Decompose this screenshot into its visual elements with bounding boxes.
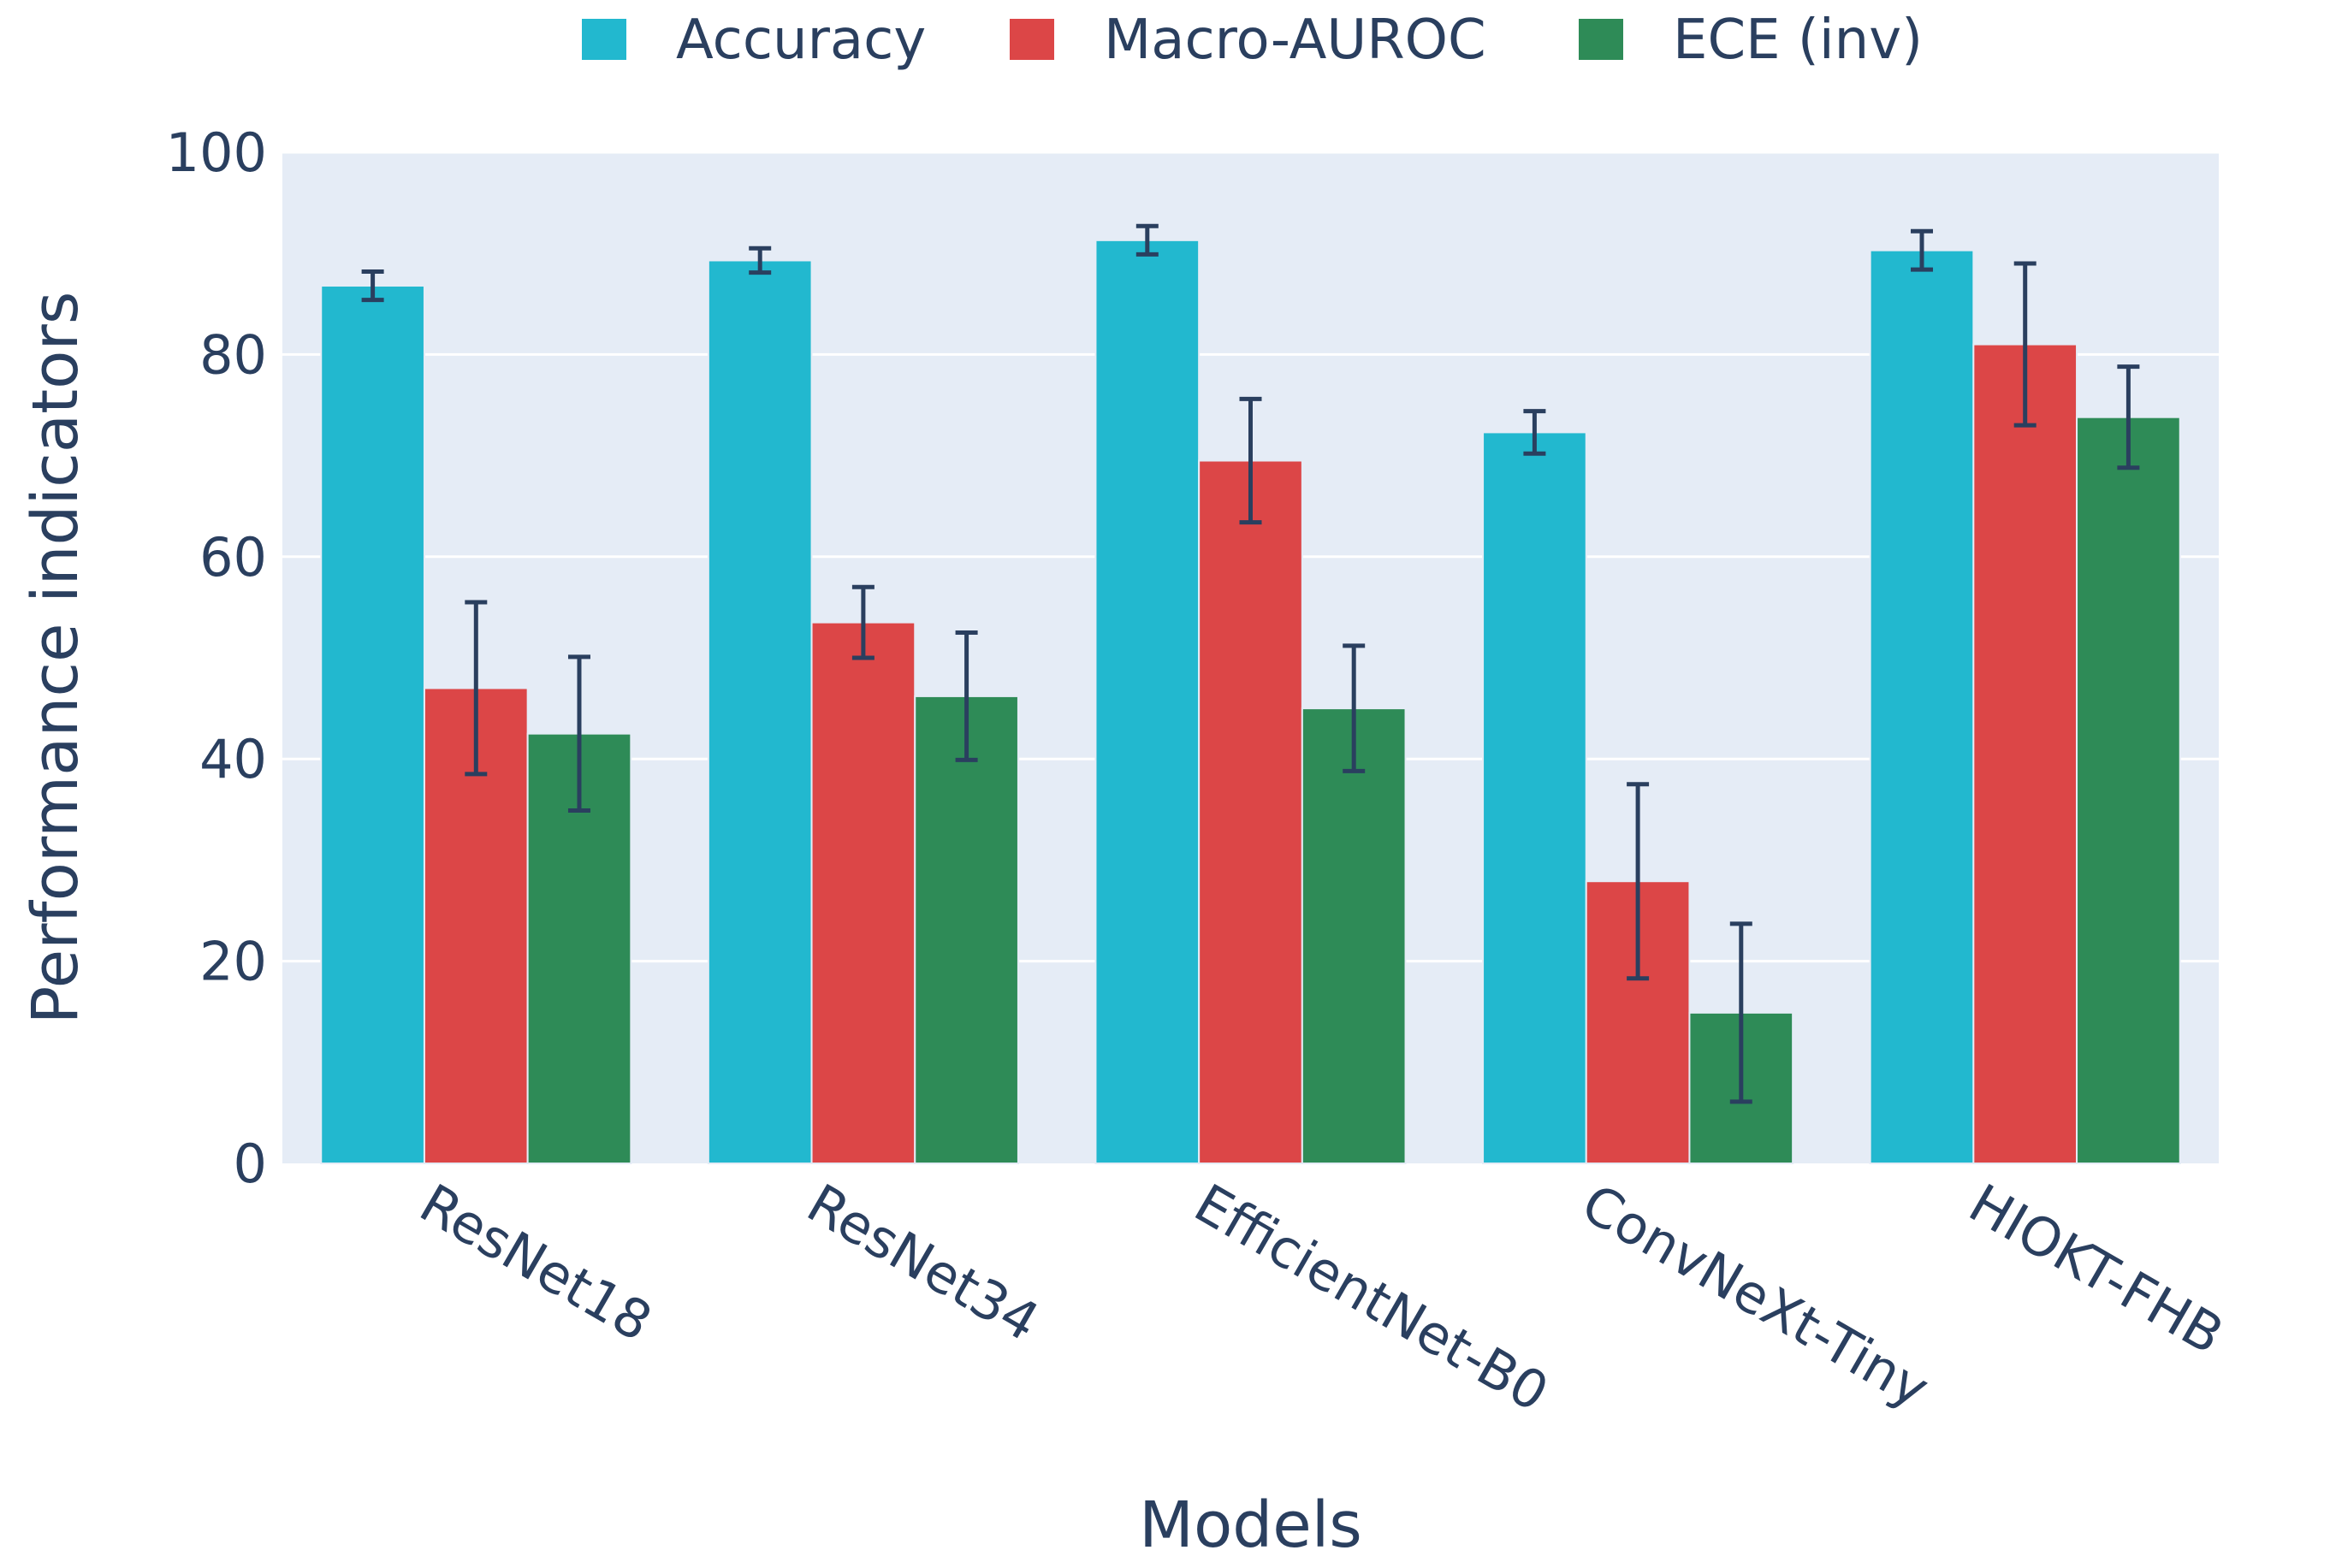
legend-item-ece-inv-[interactable]: ECE (inv) [1579,9,1923,72]
bar-macro-auroc-resnet34 [810,621,916,1164]
legend-item-accuracy[interactable]: Accuracy [582,9,926,72]
error-bar [567,654,590,813]
legend-swatch [1010,19,1054,60]
bar-accuracy-efficientnet-b0 [1094,239,1201,1165]
bar-ece-inv--efficientnet-b0 [1301,707,1407,1164]
error-bar [1627,782,1650,981]
x-tick-label: ResNet18 [410,1172,662,1353]
error-bar [361,269,384,303]
legend-label: Macro-AUROC [1104,9,1486,72]
bar-macro-auroc-hiokt-fhb [1972,343,2078,1164]
x-tick-label: HIOKT-FHB [1959,1172,2233,1367]
y-tick-label: 0 [234,1133,267,1195]
bar-accuracy-resnet18 [320,285,425,1164]
x-tick-label: ConvNeXt-Tiny [1572,1172,1940,1420]
error-bar [1523,409,1546,456]
y-tick-label: 60 [199,526,267,589]
legend[interactable]: Accuracy Macro-AUROC ECE (inv) [582,9,1923,72]
y-tick-label: 20 [199,931,267,993]
y-tick-label: 40 [199,728,267,790]
error-bar [955,630,978,762]
bar-accuracy-resnet34 [707,259,813,1164]
legend-swatch [1579,19,1623,60]
bar-accuracy-hiokt-fhb [1869,249,1975,1164]
error-bar [851,584,874,660]
bar-accuracy-convnext-tiny [1482,431,1587,1164]
error-bar [2013,261,2037,428]
error-bar [465,600,488,777]
x-category-labels: ResNet18 ResNet34 EfficientNet-B0 ConvNeXt-… [410,1172,2234,1424]
bar-ece-inv--hiokt-fhb [2076,416,2181,1164]
error-bar [749,246,772,275]
error-bar [1343,643,1366,773]
y-tick-label: 100 [166,121,267,184]
bar-macro-auroc-efficientnet-b0 [1198,459,1303,1164]
legend-label: ECE (inv) [1673,9,1923,72]
error-bar [1729,921,1752,1104]
legend-label: Accuracy [676,9,926,72]
y-tick-labels: 0 20 40 60 80 100 [166,121,267,1195]
bar-ece-inv--resnet34 [914,695,1019,1164]
y-axis-title: Performance indicators [19,292,92,1025]
error-bars [361,223,2140,1104]
bars [320,239,2181,1165]
x-tick-label: ResNet34 [797,1172,1049,1353]
error-bar [1911,228,1934,272]
y-tick-label: 80 [199,323,267,386]
error-bar [1239,396,1262,525]
error-bar [2117,364,2140,470]
x-axis-title: Models [1139,1488,1362,1562]
legend-item-macro-auroc[interactable]: Macro-AUROC [1010,9,1486,72]
x-tick-label: EfficientNet-B0 [1184,1172,1559,1424]
legend-swatch [582,19,626,60]
error-bar [1135,223,1159,257]
